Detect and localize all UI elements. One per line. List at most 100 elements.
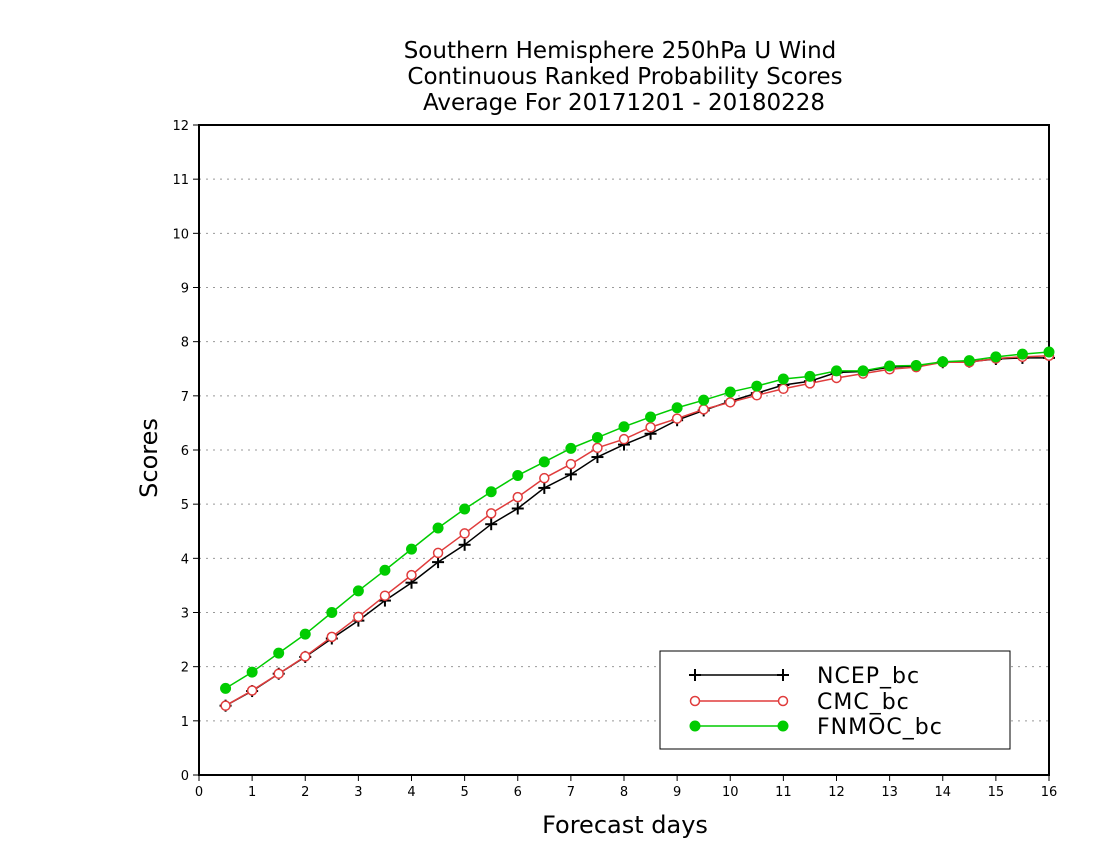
data-point-fnmoc-bc xyxy=(910,360,922,371)
data-point-fnmoc-bc xyxy=(1043,346,1055,358)
data-point-cmc-bc xyxy=(645,422,656,433)
data-point-fnmoc-bc xyxy=(246,666,258,678)
x-tick-label: 16 xyxy=(1041,785,1058,800)
x-tick-label: 15 xyxy=(988,785,1005,800)
data-point-fnmoc-bc xyxy=(459,503,471,515)
y-tick-label: 6 xyxy=(181,444,189,459)
data-point-cmc-bc xyxy=(406,569,417,581)
y-tick-label: 9 xyxy=(181,282,189,297)
data-point-cmc-bc xyxy=(379,590,391,601)
y-tick-label: 12 xyxy=(172,119,189,134)
x-tick-label: 13 xyxy=(881,785,898,800)
y-axis-label: Scores xyxy=(135,418,163,498)
legend-box xyxy=(659,650,1011,750)
data-point-cmc-bc xyxy=(326,631,338,643)
data-point-cmc-bc xyxy=(432,547,444,559)
series-fnmoc-bc xyxy=(220,346,1055,694)
data-point-fnmoc-bc xyxy=(485,486,497,498)
data-point-cmc-bc xyxy=(592,442,603,454)
x-tick-label: 10 xyxy=(722,785,739,800)
y-tick-label: 11 xyxy=(172,173,189,188)
data-point-fnmoc-bc xyxy=(1016,348,1028,360)
data-point-cmc-bc xyxy=(353,611,364,623)
x-tick-label: 1 xyxy=(248,785,256,800)
data-point-cmc-bc xyxy=(618,433,630,445)
x-tick-label: 7 xyxy=(567,785,575,800)
y-tick-label: 3 xyxy=(181,607,189,622)
data-point-fnmoc-bc xyxy=(937,356,949,368)
x-axis-ticks: 0 1 2 3 4 5 6 7 8 9 10 11 12 13 14 15 16 xyxy=(195,775,1057,800)
title-line-1: Southern Hemisphere 250hPa U Wind xyxy=(404,38,837,64)
data-point-fnmoc-bc xyxy=(432,522,444,534)
y-tick-label: 0 xyxy=(181,769,189,784)
data-point-fnmoc-bc xyxy=(884,360,896,372)
x-tick-label: 6 xyxy=(514,785,522,800)
data-point-fnmoc-bc xyxy=(512,469,524,481)
data-point-fnmoc-bc xyxy=(538,456,550,468)
data-point-cmc-bc xyxy=(220,700,231,711)
x-tick-label: 14 xyxy=(934,785,951,800)
data-point-cmc-bc xyxy=(751,390,763,401)
data-point-cmc-bc xyxy=(778,383,789,395)
data-point-ncep-bc xyxy=(485,518,498,531)
data-point-fnmoc-bc xyxy=(326,607,338,618)
x-tick-label: 4 xyxy=(407,785,415,800)
legend-swatch-marker-ncep-bc xyxy=(689,669,701,681)
y-tick-label: 7 xyxy=(181,390,189,405)
x-tick-label: 11 xyxy=(775,785,792,800)
data-point-ncep-bc xyxy=(458,538,471,551)
legend-label-fnmoc-bc: FNMOC_bc xyxy=(817,715,943,740)
data-point-fnmoc-bc xyxy=(777,373,789,385)
data-point-cmc-bc xyxy=(512,491,523,503)
y-tick-label: 5 xyxy=(181,498,189,513)
data-point-fnmoc-bc xyxy=(645,411,657,423)
chart-title: Southern Hemisphere 250hPa U Wind Contin… xyxy=(404,38,843,116)
title-line-2: Continuous Ranked Probability Scores xyxy=(407,64,842,90)
data-point-fnmoc-bc xyxy=(804,370,816,382)
legend-label-ncep-bc: NCEP_bc xyxy=(817,664,920,689)
title-line-3: Average For 20171201 - 20180228 xyxy=(423,90,825,116)
x-tick-label: 5 xyxy=(460,785,468,800)
data-point-cmc-bc xyxy=(725,397,736,408)
data-point-cmc-bc xyxy=(698,404,709,415)
data-point-fnmoc-bc xyxy=(751,380,763,392)
data-point-fnmoc-bc xyxy=(273,647,285,659)
y-tick-label: 2 xyxy=(181,661,189,676)
data-point-cmc-bc xyxy=(485,508,497,519)
legend-swatch-marker-cmc-bc xyxy=(689,695,701,707)
data-point-cmc-bc xyxy=(246,685,258,696)
data-point-fnmoc-bc xyxy=(990,351,1002,363)
data-point-fnmoc-bc xyxy=(671,402,683,414)
data-point-fnmoc-bc xyxy=(831,365,842,377)
data-point-fnmoc-bc xyxy=(352,585,364,597)
legend-label-cmc-bc: CMC_bc xyxy=(817,690,910,715)
data-point-fnmoc-bc xyxy=(379,564,391,576)
x-tick-label: 8 xyxy=(620,785,628,800)
data-point-fnmoc-bc xyxy=(963,355,975,367)
data-point-cmc-bc xyxy=(539,472,550,484)
data-series xyxy=(219,346,1055,712)
data-point-cmc-bc xyxy=(459,528,470,539)
data-point-cmc-bc xyxy=(671,413,683,424)
data-point-fnmoc-bc xyxy=(724,386,736,398)
legend-swatch-marker-ncep-bc xyxy=(777,669,789,681)
data-point-ncep-bc xyxy=(564,468,577,481)
data-point-fnmoc-bc xyxy=(220,682,232,694)
x-axis-label: Forecast days xyxy=(542,811,708,839)
data-point-cmc-bc xyxy=(565,458,577,470)
legend-swatch-marker-fnmoc-bc xyxy=(689,720,701,732)
y-tick-label: 4 xyxy=(181,552,189,567)
data-point-ncep-bc xyxy=(538,481,551,494)
x-tick-label: 12 xyxy=(828,785,845,800)
y-tick-label: 8 xyxy=(181,336,189,351)
series-line-fnmoc-bc xyxy=(225,351,1050,689)
data-point-cmc-bc xyxy=(273,668,284,679)
data-point-ncep-bc xyxy=(511,502,524,515)
x-tick-label: 9 xyxy=(673,785,681,800)
data-point-fnmoc-bc xyxy=(406,543,417,555)
y-tick-label: 1 xyxy=(181,715,189,730)
data-point-fnmoc-bc xyxy=(591,432,603,444)
